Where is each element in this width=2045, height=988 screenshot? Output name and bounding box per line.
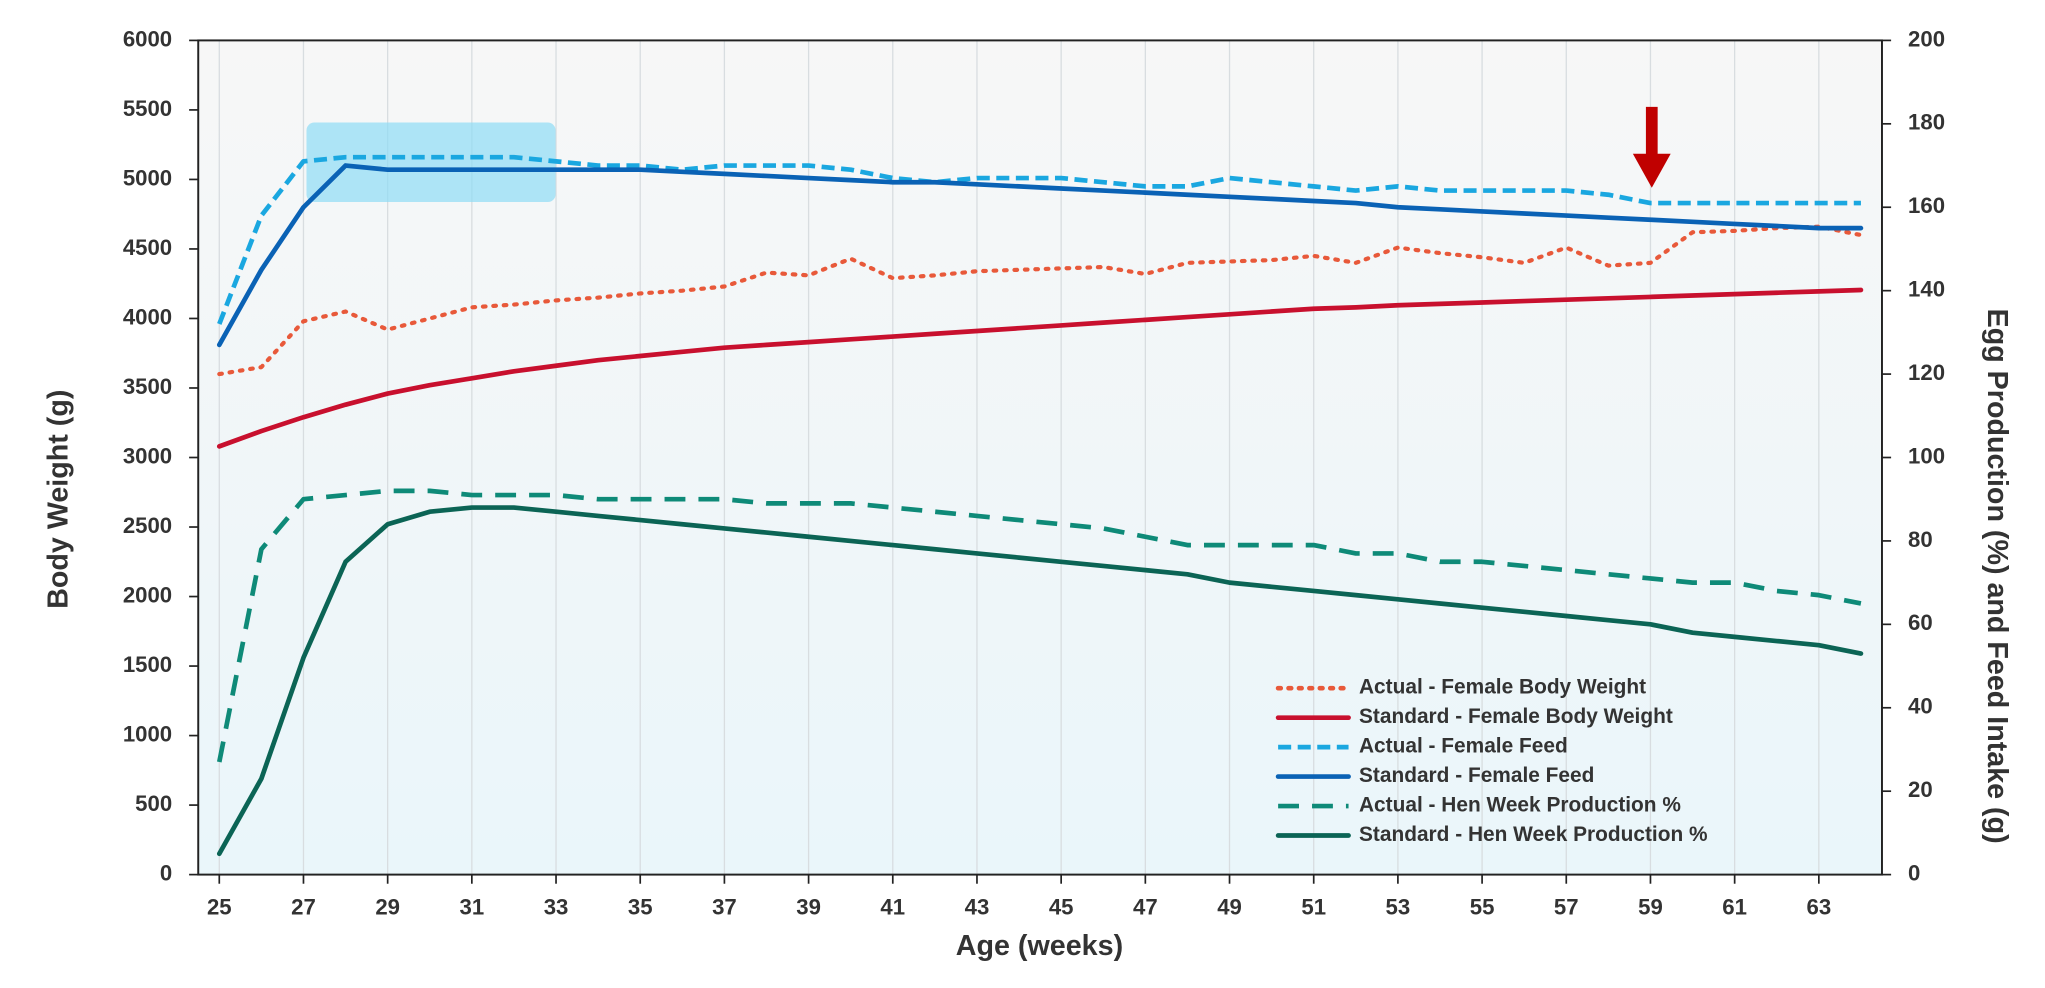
x-tick-label: 27 (291, 894, 316, 919)
x-tick-label: 55 (1470, 894, 1495, 919)
y2-tick-label: 80 (1908, 527, 1933, 552)
y2-tick-label: 40 (1908, 694, 1933, 719)
legend-label: Standard - Hen Week Production % (1359, 823, 1708, 846)
legend: Actual - Female Body Weight Standard - Fe… (1275, 676, 1708, 846)
y-tick-label: 4500 (123, 235, 172, 260)
x-tick-label: 37 (712, 894, 737, 919)
y-tick-label: 5500 (123, 96, 172, 121)
x-tick-label: 31 (460, 894, 485, 919)
arrow-annotation (1632, 106, 1671, 188)
series-line (216, 287, 1864, 449)
y-tick-label: 1000 (123, 721, 172, 746)
y-tick-label: 5000 (123, 165, 172, 190)
y2-tick-label: 140 (1908, 277, 1945, 302)
y-tick-label: 3500 (123, 374, 172, 399)
x-tick-label: 47 (1133, 894, 1158, 919)
y-tick-label: 1500 (123, 652, 172, 677)
y-tick-label: 6000 (123, 26, 172, 51)
y-tick-label: 500 (135, 791, 172, 816)
x-tick-label: 39 (796, 894, 821, 919)
highlight-box (306, 122, 556, 203)
ticks: 25 27 29 31 33 35 37 39 41 43 45 47 49 51 53 55 57 59 61 63… (123, 26, 1945, 919)
y2-tick-label: 200 (1908, 26, 1945, 51)
y-tick-label: 4000 (123, 304, 172, 329)
y-axis-title: Body Weight (g) (43, 390, 75, 609)
x-tick-label: 59 (1638, 894, 1663, 919)
x-tick-label: 33 (544, 894, 569, 919)
y2-axis-title: Egg Production (%) and Feed Intake (g) (1981, 309, 2013, 844)
y-tick-label: 2000 (123, 582, 172, 607)
y2-tick-label: 120 (1908, 360, 1945, 385)
series-line (216, 505, 1864, 857)
legend-label: Actual - Female Feed (1359, 735, 1568, 758)
x-tick-label: 43 (965, 894, 990, 919)
y-tick-label: 0 (160, 860, 172, 885)
y2-tick-label: 180 (1908, 110, 1945, 135)
y2-tick-label: 20 (1908, 777, 1933, 802)
legend-label: Standard - Female Feed (1359, 764, 1594, 787)
legend-label: Standard - Female Body Weight (1359, 705, 1673, 728)
x-tick-label: 57 (1554, 894, 1579, 919)
legend-label: Actual - Female Body Weight (1359, 676, 1646, 699)
x-tick-label: 53 (1386, 894, 1411, 919)
x-tick-label: 51 (1301, 894, 1326, 919)
y2-tick-label: 60 (1908, 610, 1933, 635)
x-tick-label: 35 (628, 894, 653, 919)
y2-tick-label: 160 (1908, 193, 1945, 218)
x-tick-label: 41 (880, 894, 905, 919)
x-tick-label: 29 (375, 894, 400, 919)
series-lines (216, 154, 1864, 857)
y-tick-label: 2500 (123, 513, 172, 538)
x-axis-title: Age (weeks) (956, 930, 1123, 962)
series-line (217, 224, 1864, 377)
y2-tick-label: 100 (1908, 443, 1945, 468)
series-line (216, 163, 1864, 348)
x-tick-label: 25 (207, 894, 232, 919)
series-line (217, 154, 1861, 325)
y2-tick-label: 0 (1908, 860, 1920, 885)
x-tick-label: 61 (1722, 894, 1747, 919)
y-tick-label: 3000 (123, 443, 172, 468)
x-tick-label: 63 (1807, 894, 1832, 919)
x-tick-label: 49 (1217, 894, 1242, 919)
series-line (216, 488, 1862, 763)
legend-label: Actual - Hen Week Production % (1359, 794, 1681, 817)
x-tick-label: 45 (1049, 894, 1074, 919)
